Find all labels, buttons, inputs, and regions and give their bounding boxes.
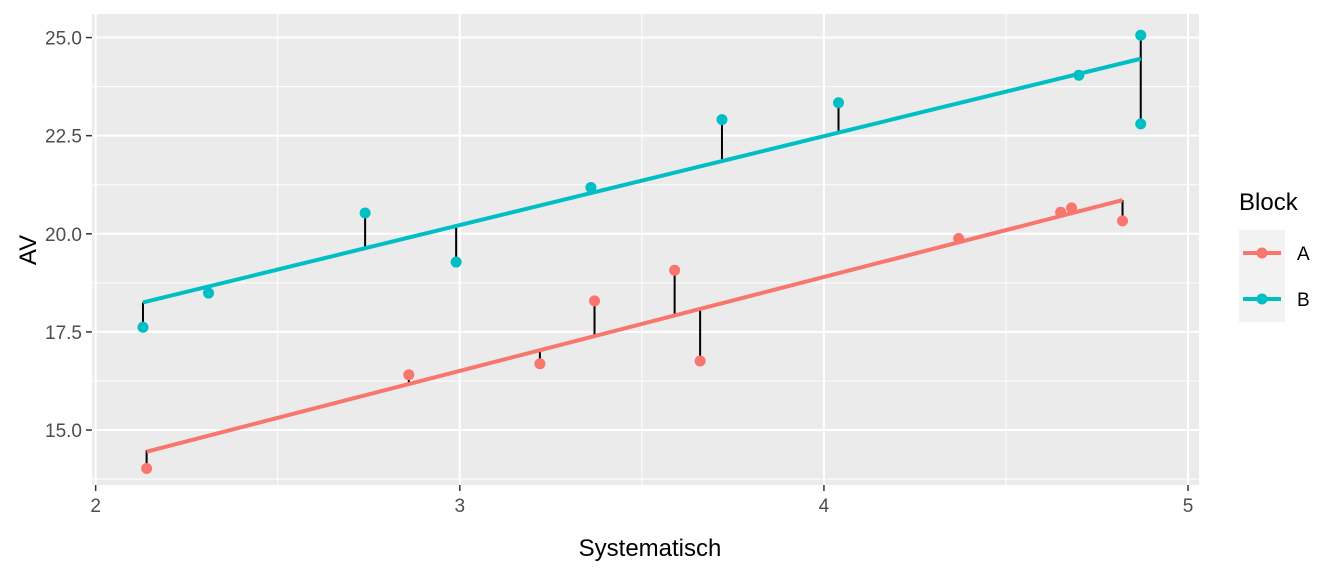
point-a bbox=[403, 369, 415, 381]
point-b bbox=[450, 256, 462, 268]
point-a bbox=[141, 463, 153, 475]
legend-key-point-b bbox=[1256, 293, 1268, 305]
point-a bbox=[1066, 202, 1078, 214]
point-b bbox=[716, 114, 728, 126]
legend: Block A B bbox=[1239, 189, 1310, 322]
y-axis-title: AV bbox=[15, 235, 42, 265]
panel-background bbox=[92, 14, 1199, 485]
point-a bbox=[1055, 206, 1067, 218]
point-a bbox=[953, 233, 965, 245]
x-tick-label: 5 bbox=[1183, 496, 1194, 517]
y-tick-label: 17.5 bbox=[45, 323, 82, 344]
point-a bbox=[534, 358, 546, 370]
x-tick-label: 2 bbox=[90, 496, 101, 517]
point-a bbox=[669, 264, 681, 276]
x-axis: 2 3 4 5 bbox=[90, 485, 1193, 517]
point-a bbox=[1117, 215, 1129, 227]
x-tick-label: 3 bbox=[454, 496, 465, 517]
data-points bbox=[137, 29, 1147, 475]
y-axis: 15.0 17.5 20.0 22.5 25.0 bbox=[45, 29, 92, 442]
legend-title: Block bbox=[1239, 189, 1299, 216]
grid-major bbox=[92, 14, 1199, 485]
point-b bbox=[1135, 29, 1147, 41]
point-a bbox=[694, 355, 706, 367]
x-axis-title: Systematisch bbox=[579, 535, 722, 562]
point-a bbox=[589, 295, 601, 307]
point-b bbox=[832, 97, 844, 109]
point-b bbox=[585, 181, 597, 193]
regression-line-b bbox=[142, 56, 1142, 305]
point-b bbox=[1135, 118, 1147, 130]
point-b bbox=[1073, 69, 1085, 81]
x-tick-label: 4 bbox=[819, 496, 830, 517]
legend-key-point-a bbox=[1256, 247, 1268, 259]
legend-label-b: B bbox=[1297, 290, 1310, 311]
legend-label-a: A bbox=[1297, 244, 1310, 265]
point-b bbox=[137, 321, 149, 333]
legend-keys bbox=[1243, 247, 1281, 305]
y-tick-label: 20.0 bbox=[45, 225, 82, 246]
point-b bbox=[359, 207, 371, 219]
y-tick-label: 22.5 bbox=[45, 127, 82, 148]
point-b bbox=[203, 287, 215, 299]
y-tick-label: 15.0 bbox=[45, 421, 82, 442]
y-tick-label: 25.0 bbox=[45, 29, 82, 50]
